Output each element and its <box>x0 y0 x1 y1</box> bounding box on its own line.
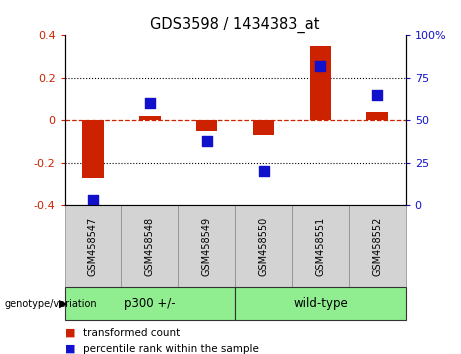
Point <box>203 138 210 144</box>
Text: percentile rank within the sample: percentile rank within the sample <box>83 344 259 354</box>
Bar <box>139 116 160 120</box>
Bar <box>235 287 406 320</box>
Bar <box>82 120 104 178</box>
Bar <box>310 46 331 120</box>
Bar <box>349 205 406 287</box>
Text: ▶: ▶ <box>59 298 67 309</box>
Title: GDS3598 / 1434383_at: GDS3598 / 1434383_at <box>150 16 320 33</box>
Bar <box>178 205 235 287</box>
Point <box>89 198 97 203</box>
Text: GSM458549: GSM458549 <box>201 216 212 276</box>
Text: ■: ■ <box>65 328 75 338</box>
Text: GSM458548: GSM458548 <box>145 216 155 276</box>
Text: GSM458550: GSM458550 <box>259 216 269 276</box>
Bar <box>196 120 218 131</box>
Bar <box>235 205 292 287</box>
Text: genotype/variation: genotype/variation <box>5 298 97 309</box>
Text: GSM458547: GSM458547 <box>88 216 98 276</box>
Text: GSM458551: GSM458551 <box>315 216 325 276</box>
Bar <box>253 120 274 135</box>
Bar <box>121 205 178 287</box>
Text: transformed count: transformed count <box>83 328 180 338</box>
Bar <box>65 205 121 287</box>
Point <box>317 63 324 69</box>
Text: p300 +/-: p300 +/- <box>124 297 176 310</box>
Bar <box>65 287 235 320</box>
Text: GSM458552: GSM458552 <box>372 216 382 276</box>
Bar <box>292 205 349 287</box>
Text: ■: ■ <box>65 344 75 354</box>
Point <box>260 169 267 174</box>
Point <box>373 92 381 98</box>
Bar <box>366 112 388 120</box>
Text: wild-type: wild-type <box>293 297 348 310</box>
Point <box>146 101 154 106</box>
